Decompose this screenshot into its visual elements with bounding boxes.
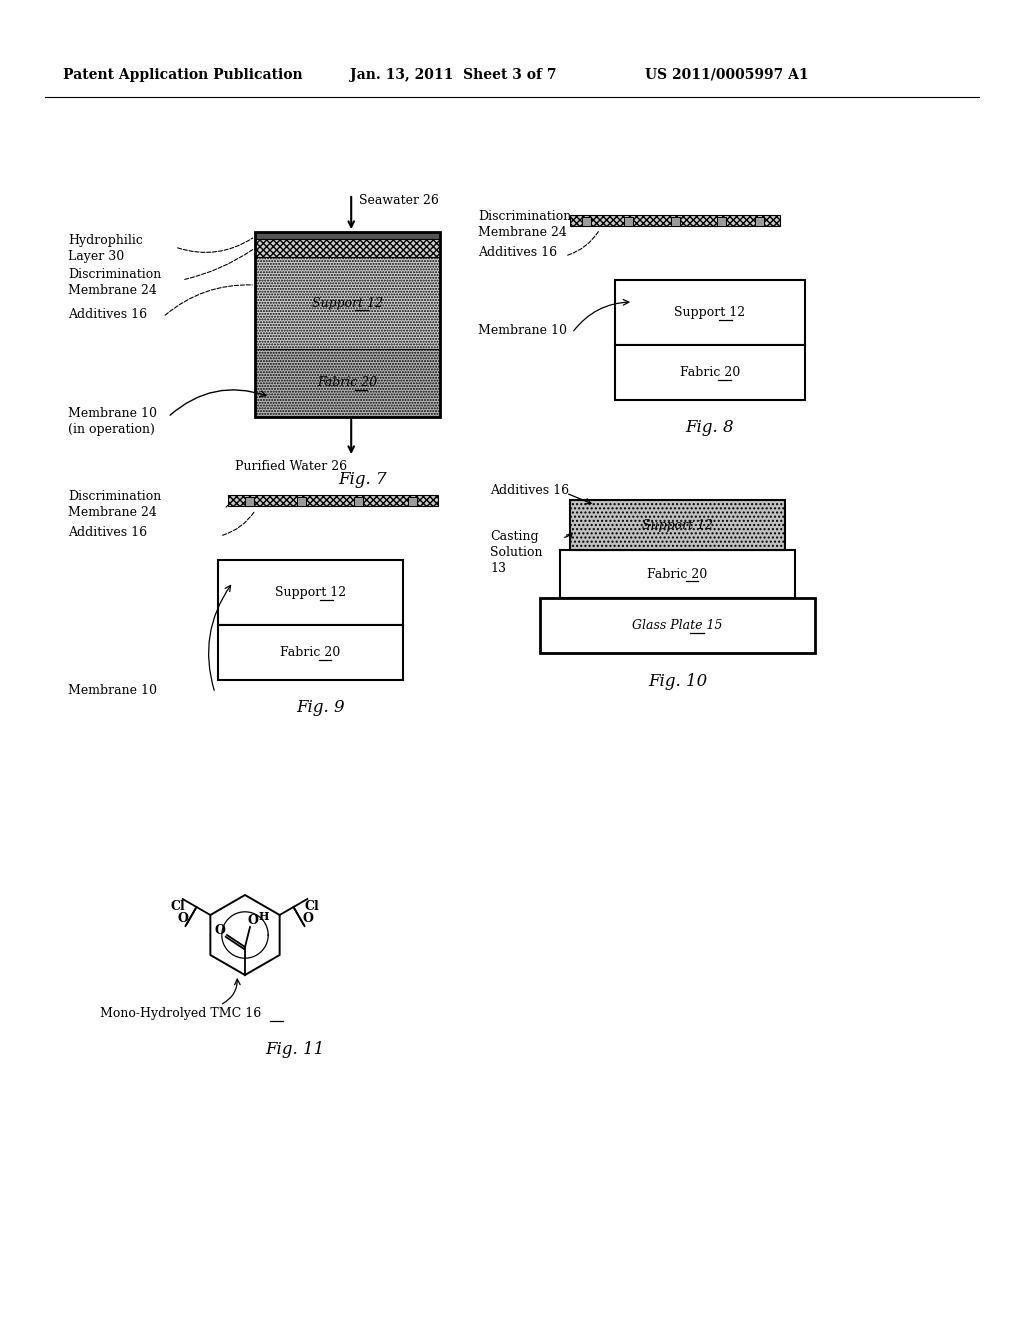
Text: Additives 16: Additives 16 — [478, 247, 557, 260]
Bar — [615, 280, 805, 345]
Text: Membrane 10: Membrane 10 — [478, 323, 567, 337]
Bar — [353, 496, 362, 506]
Bar — [228, 495, 438, 506]
Bar — [255, 232, 440, 417]
Bar — [671, 216, 680, 226]
Text: Glass Plate 15: Glass Plate 15 — [632, 619, 723, 632]
Bar — [245, 496, 254, 506]
Text: Fabric 20: Fabric 20 — [647, 568, 708, 581]
Bar — [583, 216, 591, 226]
Text: Additives 16: Additives 16 — [490, 483, 569, 496]
Bar — [570, 500, 785, 550]
Text: O: O — [215, 924, 225, 936]
Bar — [218, 624, 403, 680]
Bar — [560, 550, 795, 598]
Text: Fig. 10: Fig. 10 — [648, 672, 708, 689]
Text: Fig. 8: Fig. 8 — [686, 420, 734, 437]
Text: H: H — [259, 912, 269, 923]
Bar — [615, 345, 805, 400]
Text: Membrane 10: Membrane 10 — [68, 684, 157, 697]
Text: O: O — [302, 912, 313, 925]
Text: Seawater 26: Seawater 26 — [359, 194, 439, 206]
Bar — [255, 257, 440, 348]
Text: Fig. 11: Fig. 11 — [265, 1041, 325, 1059]
Text: Support 12: Support 12 — [675, 306, 745, 319]
Bar — [255, 239, 440, 257]
Text: Jan. 13, 2011  Sheet 3 of 7: Jan. 13, 2011 Sheet 3 of 7 — [350, 69, 556, 82]
Bar — [218, 560, 403, 624]
Bar — [540, 598, 815, 653]
Text: Purified Water 26: Purified Water 26 — [234, 461, 347, 474]
Text: Cl: Cl — [305, 900, 319, 913]
Text: Support 12: Support 12 — [274, 586, 346, 599]
Bar — [255, 348, 440, 417]
Text: Support 12: Support 12 — [312, 297, 383, 309]
Text: Hydrophilic
Layer 30: Hydrophilic Layer 30 — [68, 234, 143, 263]
Bar — [409, 496, 418, 506]
Text: Fabric 20: Fabric 20 — [680, 366, 740, 379]
Text: Cl: Cl — [170, 900, 185, 913]
Bar — [755, 216, 764, 226]
Text: Additives 16: Additives 16 — [68, 308, 147, 321]
Text: O: O — [248, 915, 258, 928]
Text: Mono-Hydrolyed TMC 16: Mono-Hydrolyed TMC 16 — [100, 1006, 261, 1019]
Text: US 2011/0005997 A1: US 2011/0005997 A1 — [645, 69, 809, 82]
Text: Additives 16: Additives 16 — [68, 527, 147, 540]
Bar — [570, 215, 780, 226]
Bar — [625, 216, 633, 226]
Text: O: O — [177, 912, 188, 925]
Text: Fabric 20: Fabric 20 — [317, 376, 378, 389]
Bar — [255, 232, 440, 239]
Bar — [297, 496, 306, 506]
Bar — [717, 216, 726, 226]
Text: Patent Application Publication: Patent Application Publication — [63, 69, 303, 82]
Text: Discrimination
Membrane 24: Discrimination Membrane 24 — [68, 490, 161, 519]
Text: Fig. 7: Fig. 7 — [338, 470, 387, 487]
Text: Discrimination
Membrane 24: Discrimination Membrane 24 — [68, 268, 161, 297]
Text: Membrane 10
(in operation): Membrane 10 (in operation) — [68, 407, 157, 436]
Text: Fig. 9: Fig. 9 — [296, 700, 345, 717]
Text: Support 12: Support 12 — [642, 519, 713, 532]
Text: Fabric 20: Fabric 20 — [281, 645, 341, 659]
Text: Discrimination
Membrane 24: Discrimination Membrane 24 — [478, 210, 571, 239]
Text: Casting
Solution
13: Casting Solution 13 — [490, 531, 543, 576]
